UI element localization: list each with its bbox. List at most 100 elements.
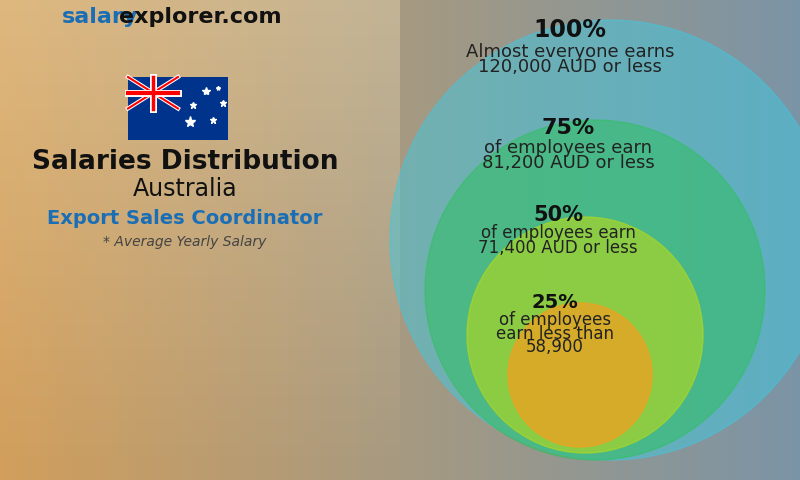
Bar [392,0,401,480]
Circle shape [467,217,703,453]
Bar [0,72,400,84]
Bar [0,372,400,384]
Bar [712,0,721,480]
Bar [768,0,777,480]
Text: salary: salary [62,7,138,27]
Bar [608,0,617,480]
Bar [80,0,89,480]
Bar [616,0,625,480]
Circle shape [390,20,800,460]
Text: Salaries Distribution: Salaries Distribution [32,149,338,175]
Bar [0,180,400,192]
Bar [304,0,313,480]
Bar [240,0,249,480]
Bar [120,0,129,480]
Bar [152,0,161,480]
Bar [280,0,289,480]
Bar [776,0,785,480]
Bar [40,0,49,480]
Bar [344,0,353,480]
Bar [216,0,225,480]
Bar [0,420,400,432]
Bar [400,0,409,480]
Bar [0,0,9,480]
Bar [48,0,57,480]
Bar [0,24,400,36]
Bar [0,432,400,444]
Bar [0,444,400,456]
Bar [88,0,97,480]
Bar [0,408,400,420]
Bar [320,0,329,480]
Bar [208,0,217,480]
Bar [464,0,473,480]
Bar [0,288,400,300]
Bar [592,0,601,480]
Bar [136,0,145,480]
Bar [720,0,729,480]
Bar [568,0,577,480]
Bar [512,0,521,480]
Bar [496,0,505,480]
Text: 120,000 AUD or less: 120,000 AUD or less [478,58,662,76]
Bar [176,0,185,480]
Bar [480,0,489,480]
Text: 75%: 75% [542,118,594,138]
Bar [312,0,321,480]
Bar [0,132,400,144]
Bar [376,0,385,480]
Text: of employees earn: of employees earn [484,139,652,157]
Bar [272,0,281,480]
Bar [536,0,545,480]
Bar [128,0,137,480]
Bar [0,360,400,372]
Bar [544,0,553,480]
Bar [784,0,793,480]
Bar [352,0,361,480]
Bar [96,0,105,480]
Bar [760,0,769,480]
Bar [424,0,433,480]
Bar [112,0,121,480]
Bar [688,0,697,480]
Bar [704,0,713,480]
Bar [0,264,400,276]
Bar [696,0,705,480]
Bar [440,0,449,480]
Bar [0,300,400,312]
Bar [192,0,201,480]
Bar [0,48,400,60]
Bar [600,0,609,480]
Bar [792,0,800,480]
Bar [0,156,400,168]
Bar [256,0,265,480]
Bar [0,84,400,96]
Bar [0,384,400,396]
Text: 81,200 AUD or less: 81,200 AUD or less [482,154,654,172]
Text: 100%: 100% [534,18,606,42]
Text: Export Sales Coordinator: Export Sales Coordinator [47,209,322,228]
Bar [144,0,153,480]
Bar [648,0,657,480]
Bar [224,0,233,480]
Bar [128,77,228,140]
Bar [0,108,400,120]
Bar [0,216,400,228]
Bar [752,0,761,480]
Bar [64,0,73,480]
Bar [384,0,393,480]
Text: 25%: 25% [532,292,578,312]
Bar [488,0,497,480]
Text: Almost everyone earns: Almost everyone earns [466,43,674,61]
Bar [0,324,400,336]
Bar [528,0,537,480]
Bar [504,0,513,480]
Bar [72,0,81,480]
Text: * Average Yearly Salary: * Average Yearly Salary [103,235,266,249]
Bar [664,0,673,480]
Bar [0,96,400,108]
Bar [56,0,65,480]
Text: explorer.com: explorer.com [119,7,282,27]
Bar [0,120,400,132]
Bar [656,0,665,480]
